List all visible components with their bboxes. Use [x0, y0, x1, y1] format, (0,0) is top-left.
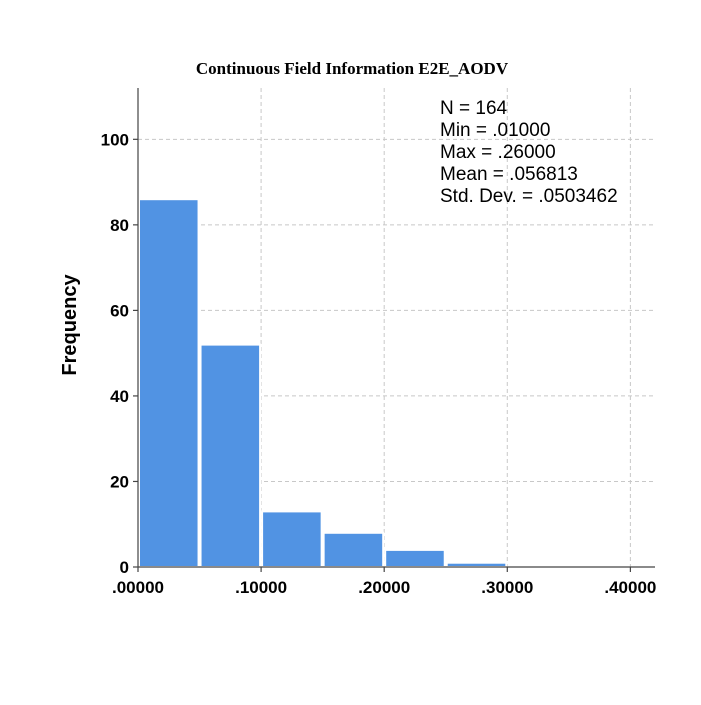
y-tick-label: 100 — [101, 130, 129, 149]
ticks-layer: 0 20 40 60 80 100 .00000 .10000 .20000 .30000 .400… — [101, 130, 657, 597]
histogram-bar — [138, 198, 200, 568]
x-tick-label: .00000 — [112, 578, 164, 597]
stat-n: N = 164 — [440, 98, 508, 119]
y-tick-label: 80 — [110, 216, 129, 235]
stats-annotation: N = 164 Min = .01000 Max = .26000 Mean =… — [440, 98, 618, 207]
histogram-bar — [322, 531, 385, 568]
y-tick-label: 60 — [110, 301, 129, 320]
histogram-bar — [261, 510, 323, 569]
chart-title: Continuous Field Information E2E_AODV — [196, 59, 509, 78]
histogram-bar — [445, 561, 508, 568]
x-tick-label: .30000 — [481, 578, 533, 597]
bars-layer — [138, 198, 508, 569]
x-tick-label: .40000 — [604, 578, 656, 597]
x-tick-label: .10000 — [235, 578, 287, 597]
stat-max: Max = .26000 — [440, 142, 556, 163]
y-tick-label: 0 — [120, 558, 129, 577]
y-tick-label: 40 — [110, 387, 129, 406]
axes-layer — [137, 88, 655, 568]
histogram-bar — [384, 548, 446, 569]
stat-min: Min = .01000 — [440, 120, 550, 141]
y-axis-label: Frequency — [59, 274, 81, 376]
x-tick-label: .20000 — [358, 578, 410, 597]
stat-std-dev: Std. Dev. = .0503462 — [440, 186, 618, 207]
stat-mean: Mean = .056813 — [440, 164, 578, 185]
histogram-bar — [199, 343, 262, 568]
y-tick-label: 20 — [110, 472, 129, 491]
